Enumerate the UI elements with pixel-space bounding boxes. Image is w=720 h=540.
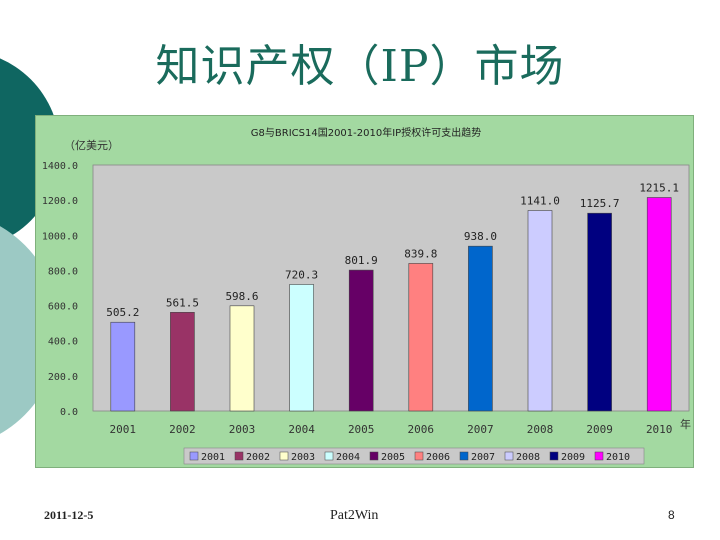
bar [587, 212, 612, 412]
bar [408, 263, 434, 412]
bar [646, 197, 672, 412]
bar-value-label: 1141.0 [520, 195, 560, 208]
legend-entry: 2007 [471, 452, 495, 463]
legend-swatch [234, 451, 244, 461]
legend-entry: 2003 [291, 452, 315, 463]
footer-date: 2011-12-5 [44, 508, 94, 522]
chart-panel: G8与BRICS14国2001-2010年IP授权许可支出趋势 （亿美元） 0.… [35, 115, 694, 468]
x-tick-label: 2007 [467, 423, 494, 436]
x-unit-label: 年 [680, 417, 691, 431]
legend-swatch [414, 451, 424, 461]
y-tick-label: 600.0 [48, 302, 78, 313]
bar [229, 305, 255, 412]
x-tick-label: 2002 [169, 423, 196, 436]
bar-value-label: 1215.1 [639, 181, 679, 194]
legend-swatch [594, 451, 604, 461]
y-unit-label: （亿美元） [64, 139, 119, 152]
bars: 505.2 561.5 598.6 720.3 801.9 839.8 938.0 1141.… [106, 181, 679, 412]
bar [110, 321, 136, 412]
legend-entry: 2010 [606, 452, 630, 463]
footer-brand: Pat2Win [330, 508, 379, 523]
x-tick-label: 2008 [527, 423, 554, 436]
legend: 2001 2002 2003 2004 2005 2006 2007 2008 2009 2010 [183, 447, 645, 465]
x-tick-label: 2006 [408, 423, 435, 436]
legend-swatch [459, 451, 469, 461]
legend-swatch [369, 451, 379, 461]
x-tick-label: 2003 [229, 423, 256, 436]
legend-entry: 2008 [516, 452, 540, 463]
bar-value-label: 505.2 [106, 306, 139, 319]
legend-entry: 2002 [246, 452, 270, 463]
bar-value-label: 938.0 [464, 230, 497, 243]
y-tick-label: 200.0 [48, 372, 78, 383]
bar [468, 245, 493, 412]
legend-swatch [279, 451, 289, 461]
y-tick-label: 800.0 [48, 266, 78, 277]
bar-chart: G8与BRICS14国2001-2010年IP授权许可支出趋势 （亿美元） 0.… [42, 126, 691, 465]
bar-value-label: 1125.7 [580, 197, 620, 210]
legend-swatch [504, 451, 514, 461]
y-axis-ticks: 0.0 200.0 400.0 600.0 800.0 1000.0 1200.0 1400.… [42, 161, 78, 418]
y-tick-label: 400.0 [48, 337, 78, 348]
y-tick-label: 1000.0 [42, 231, 78, 242]
legend-swatch [324, 451, 334, 461]
y-tick-label: 0.0 [60, 407, 78, 418]
x-tick-label: 2004 [288, 423, 315, 436]
bar [527, 210, 553, 412]
legend-entry: 2006 [426, 452, 450, 463]
bar [170, 312, 195, 412]
chart-title: G8与BRICS14国2001-2010年IP授权许可支出趋势 [251, 126, 481, 139]
bar-value-label: 561.5 [166, 296, 199, 309]
page-number: 8 [668, 508, 675, 522]
slide-title: 知识产权（IP）市场 [155, 41, 565, 92]
x-tick-label: 2010 [646, 423, 673, 436]
legend-box [183, 447, 645, 465]
legend-entry: 2005 [381, 452, 405, 463]
bar [289, 284, 314, 412]
x-tick-label: 2005 [348, 423, 375, 436]
y-tick-label: 1200.0 [42, 196, 78, 207]
x-tick-label: 2009 [586, 423, 613, 436]
bar-value-label: 801.9 [345, 254, 378, 267]
legend-swatch [549, 451, 559, 461]
x-tick-label: 2001 [110, 423, 137, 436]
bar-value-label: 839.8 [404, 247, 437, 260]
legend-entry: 2001 [201, 452, 225, 463]
x-axis-ticks: 2001 2002 2003 2004 2005 2006 2007 2008 2009 2010 [110, 423, 673, 436]
legend-entry: 2004 [336, 452, 360, 463]
legend-swatch [189, 451, 199, 461]
bar-value-label: 598.6 [225, 290, 258, 303]
bar-value-label: 720.3 [285, 268, 318, 281]
y-tick-label: 1400.0 [42, 161, 78, 172]
legend-entry: 2009 [561, 452, 585, 463]
bar [348, 269, 374, 412]
